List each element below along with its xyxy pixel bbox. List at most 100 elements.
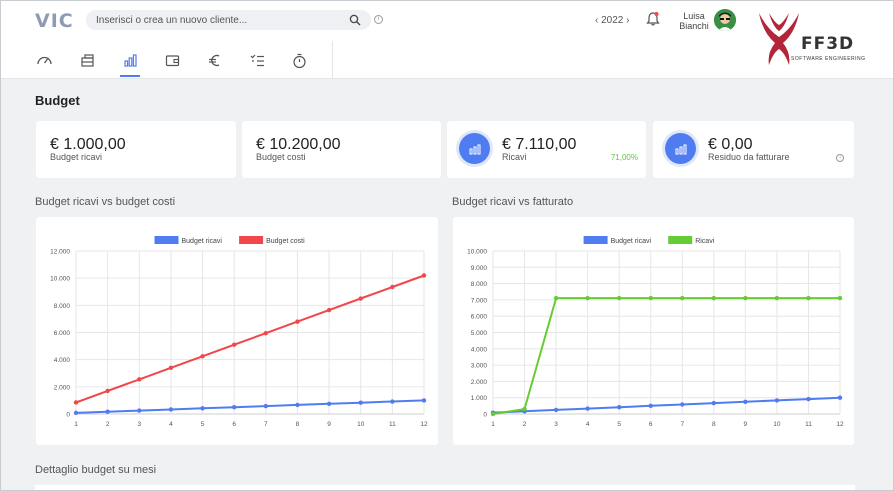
card-label: Budget ricavi: [50, 152, 103, 162]
data-point[interactable]: [711, 295, 717, 301]
y-tick-label: 2.000: [54, 384, 71, 391]
data-point[interactable]: [616, 295, 622, 301]
data-point[interactable]: [200, 406, 205, 411]
data-point[interactable]: [105, 388, 110, 394]
y-tick-label: 2.000: [471, 379, 488, 386]
legend-label[interactable]: Ricavi: [695, 238, 715, 245]
data-point[interactable]: [774, 398, 780, 403]
nav-checklist[interactable]: [237, 41, 277, 79]
data-point[interactable]: [168, 365, 174, 371]
data-point[interactable]: [295, 319, 300, 324]
data-point[interactable]: [648, 295, 653, 301]
y-tick-label: 12.000: [50, 249, 70, 256]
checklist-icon: [250, 54, 264, 66]
data-point[interactable]: [73, 400, 79, 405]
x-tick-label: 3: [554, 421, 558, 428]
nav-dashboard[interactable]: [24, 41, 64, 79]
data-point[interactable]: [837, 295, 843, 301]
avatar[interactable]: [714, 9, 736, 31]
x-tick-label: 12: [836, 421, 844, 428]
clients-icon: [80, 53, 94, 67]
nav-wallet[interactable]: [152, 41, 192, 79]
data-point[interactable]: [326, 401, 332, 407]
data-point[interactable]: [200, 354, 205, 359]
chart-title: Budget ricavi vs budget costi: [35, 196, 176, 208]
data-point[interactable]: [490, 411, 496, 417]
data-point[interactable]: [231, 342, 237, 347]
brand-subtitle: SOFTWARE ENGINEERING: [791, 56, 866, 62]
data-point[interactable]: [390, 284, 395, 290]
chart-card-ricavi-fatturato: Budget ricavi Ricavi 0 1.000 2.000 3.000 4.000…: [453, 217, 854, 445]
data-point[interactable]: [711, 400, 717, 406]
y-tick-label: 6.000: [471, 314, 488, 321]
year-next-button[interactable]: ›: [626, 15, 630, 26]
legend-swatch[interactable]: [154, 236, 179, 244]
data-point[interactable]: [585, 406, 590, 411]
data-point[interactable]: [421, 273, 427, 278]
x-tick-label: 5: [201, 421, 205, 428]
bell-icon[interactable]: [646, 11, 660, 27]
x-tick-label: 9: [744, 421, 748, 428]
data-point[interactable]: [806, 295, 811, 301]
card-residuo: € 0,00 Residuo da fatturare i: [653, 121, 854, 178]
main-nav: [1, 41, 333, 79]
data-point[interactable]: [680, 402, 685, 407]
data-point[interactable]: [263, 330, 269, 336]
data-point[interactable]: [231, 405, 237, 410]
data-point[interactable]: [326, 307, 332, 313]
x-tick-label: 7: [680, 421, 684, 428]
legend-label[interactable]: Budget costi: [266, 238, 305, 245]
y-tick-label: 0: [66, 412, 70, 419]
data-point[interactable]: [806, 396, 811, 402]
data-point[interactable]: [73, 410, 79, 416]
y-tick-label: 1.000: [471, 395, 488, 402]
data-point[interactable]: [648, 403, 653, 409]
data-point[interactable]: [774, 295, 780, 301]
data-point[interactable]: [585, 295, 590, 301]
data-point[interactable]: [358, 400, 363, 405]
x-tick-label: 1: [74, 421, 78, 428]
data-point[interactable]: [390, 399, 395, 404]
data-point[interactable]: [137, 377, 142, 382]
data-point[interactable]: [553, 407, 559, 413]
chart-card-ricavi-costi: Budget ricavi Budget costi 0 2.000 4.000 6.00…: [36, 217, 438, 445]
data-point[interactable]: [553, 295, 559, 301]
y-tick-label: 8.000: [54, 303, 71, 310]
data-point[interactable]: [522, 406, 527, 412]
year-prev-button[interactable]: ‹: [595, 15, 599, 26]
search-input[interactable]: [86, 10, 371, 30]
user-name[interactable]: Luisa Bianchi: [679, 11, 709, 31]
legend-swatch[interactable]: [583, 236, 608, 244]
data-point[interactable]: [358, 296, 363, 301]
info-icon[interactable]: i: [374, 15, 383, 24]
data-point[interactable]: [616, 405, 622, 410]
nav-stopwatch[interactable]: [279, 41, 319, 79]
data-point[interactable]: [168, 407, 174, 412]
app-logo[interactable]: VIC: [35, 10, 74, 32]
y-tick-label: 6.000: [54, 330, 71, 337]
x-tick-label: 6: [232, 421, 236, 428]
x-tick-label: 8: [296, 421, 300, 428]
data-point[interactable]: [421, 398, 427, 403]
data-point[interactable]: [837, 395, 843, 400]
data-point[interactable]: [743, 295, 748, 301]
data-point[interactable]: [680, 295, 685, 301]
nav-clients[interactable]: [67, 41, 107, 79]
y-tick-label: 10.000: [50, 276, 70, 283]
data-point[interactable]: [137, 408, 142, 413]
x-tick-label: 1: [491, 421, 495, 428]
nav-euro[interactable]: [194, 41, 234, 79]
legend-label[interactable]: Budget ricavi: [182, 238, 223, 245]
legend-swatch[interactable]: [239, 236, 264, 244]
info-icon[interactable]: i: [836, 154, 844, 162]
search-icon[interactable]: [349, 14, 361, 26]
nav-budget[interactable]: [110, 41, 150, 79]
legend-label[interactable]: Budget ricavi: [611, 238, 652, 245]
data-point[interactable]: [263, 403, 269, 409]
data-point[interactable]: [295, 402, 300, 408]
data-point[interactable]: [105, 409, 110, 414]
card-budget-ricavi: € 1.000,00 Budget ricavi: [36, 121, 236, 178]
data-point[interactable]: [743, 399, 748, 404]
legend-swatch[interactable]: [668, 236, 693, 244]
